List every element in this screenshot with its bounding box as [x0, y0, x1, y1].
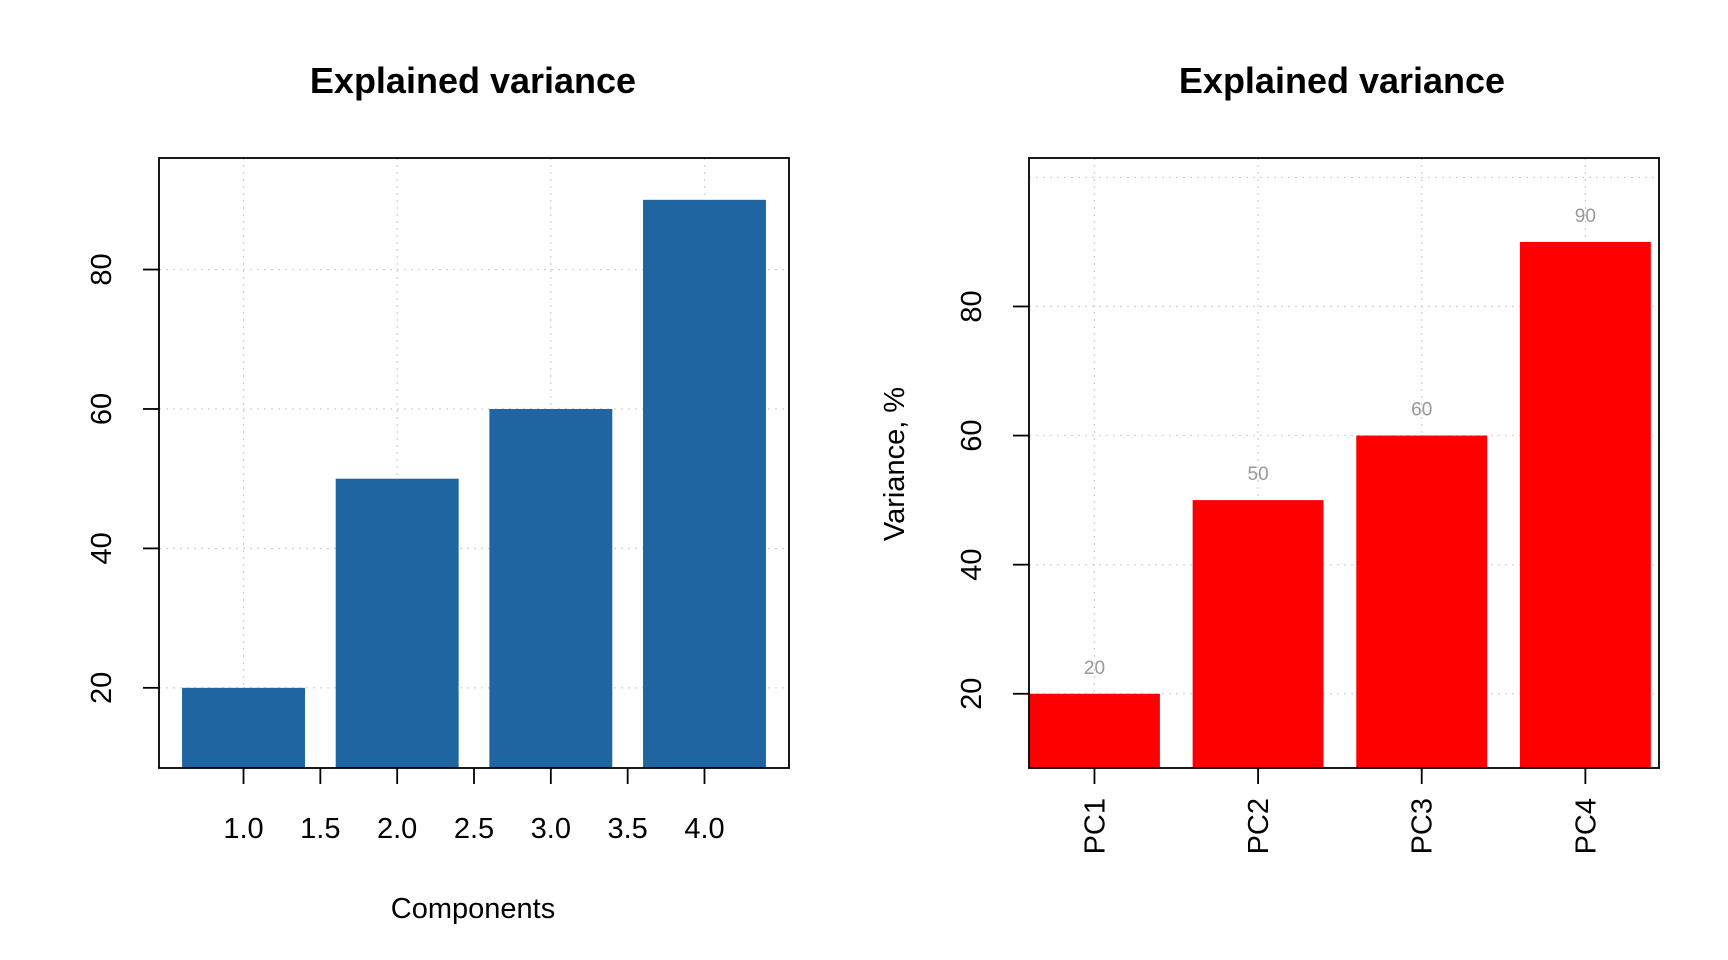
x-tick-label: PC2 — [1243, 798, 1275, 854]
y-tick-label: 20 — [86, 672, 118, 704]
x-tick-label: 3.5 — [607, 813, 647, 845]
x-tick-label: PC1 — [1079, 798, 1111, 854]
bar-pc3 — [1356, 435, 1488, 768]
bars — [1029, 241, 1651, 768]
data-label: 90 — [1575, 206, 1596, 227]
y-tick-label: 80 — [956, 290, 988, 322]
x-tick-label: 3.0 — [531, 813, 571, 845]
chart-variance: Explained variance 20 50 60 90 PC1 PC2 PC3 PC4… — [879, 60, 1660, 854]
x-tick-label: 4.0 — [684, 813, 724, 845]
chart-title: Explained variance — [1179, 60, 1505, 101]
data-label: 60 — [1411, 400, 1432, 421]
y-axis-label: Variance, % — [879, 387, 911, 541]
bar-3 — [489, 408, 613, 768]
x-tick-label: PC4 — [1570, 798, 1602, 854]
y-tick-label: 20 — [956, 678, 988, 710]
y-tick-label: 60 — [956, 419, 988, 451]
plot-frame — [1028, 157, 1660, 769]
bar-2 — [335, 478, 459, 768]
bar-pc2 — [1192, 500, 1324, 768]
bars — [182, 199, 766, 769]
x-tick-label: 1.0 — [223, 813, 263, 845]
y-tick-label: 60 — [86, 393, 118, 425]
data-label: 50 — [1248, 464, 1269, 485]
bar-pc1 — [1029, 693, 1160, 768]
y-tick-label: 40 — [86, 532, 118, 564]
data-label: 20 — [1084, 658, 1105, 679]
x-axis-label: Components — [391, 893, 555, 925]
x-tick-label: PC3 — [1407, 798, 1439, 854]
chart-components: Explained variance 1.0 1.5 2.0 2.5 3.0 3.5 4.0… — [86, 60, 790, 925]
y-tick-label: 80 — [86, 253, 118, 285]
bar-1 — [182, 687, 305, 768]
y-axis: 20 40 60 80 — [86, 253, 159, 704]
chart-title: Explained variance — [310, 60, 636, 101]
data-labels: 20 50 60 90 — [1084, 206, 1596, 679]
x-axis: 1.0 1.5 2.0 2.5 3.0 3.5 4.0 — [223, 768, 725, 845]
x-tick-label: 2.5 — [454, 813, 494, 845]
bar-4 — [643, 199, 766, 769]
x-tick-label: 1.5 — [300, 813, 340, 845]
bar-pc4 — [1519, 241, 1651, 768]
y-axis: 20 40 60 80 — [956, 290, 1029, 710]
x-axis: PC1 PC2 PC3 PC4 — [1079, 768, 1602, 854]
x-tick-label: 2.0 — [377, 813, 417, 845]
y-tick-label: 40 — [956, 549, 988, 581]
